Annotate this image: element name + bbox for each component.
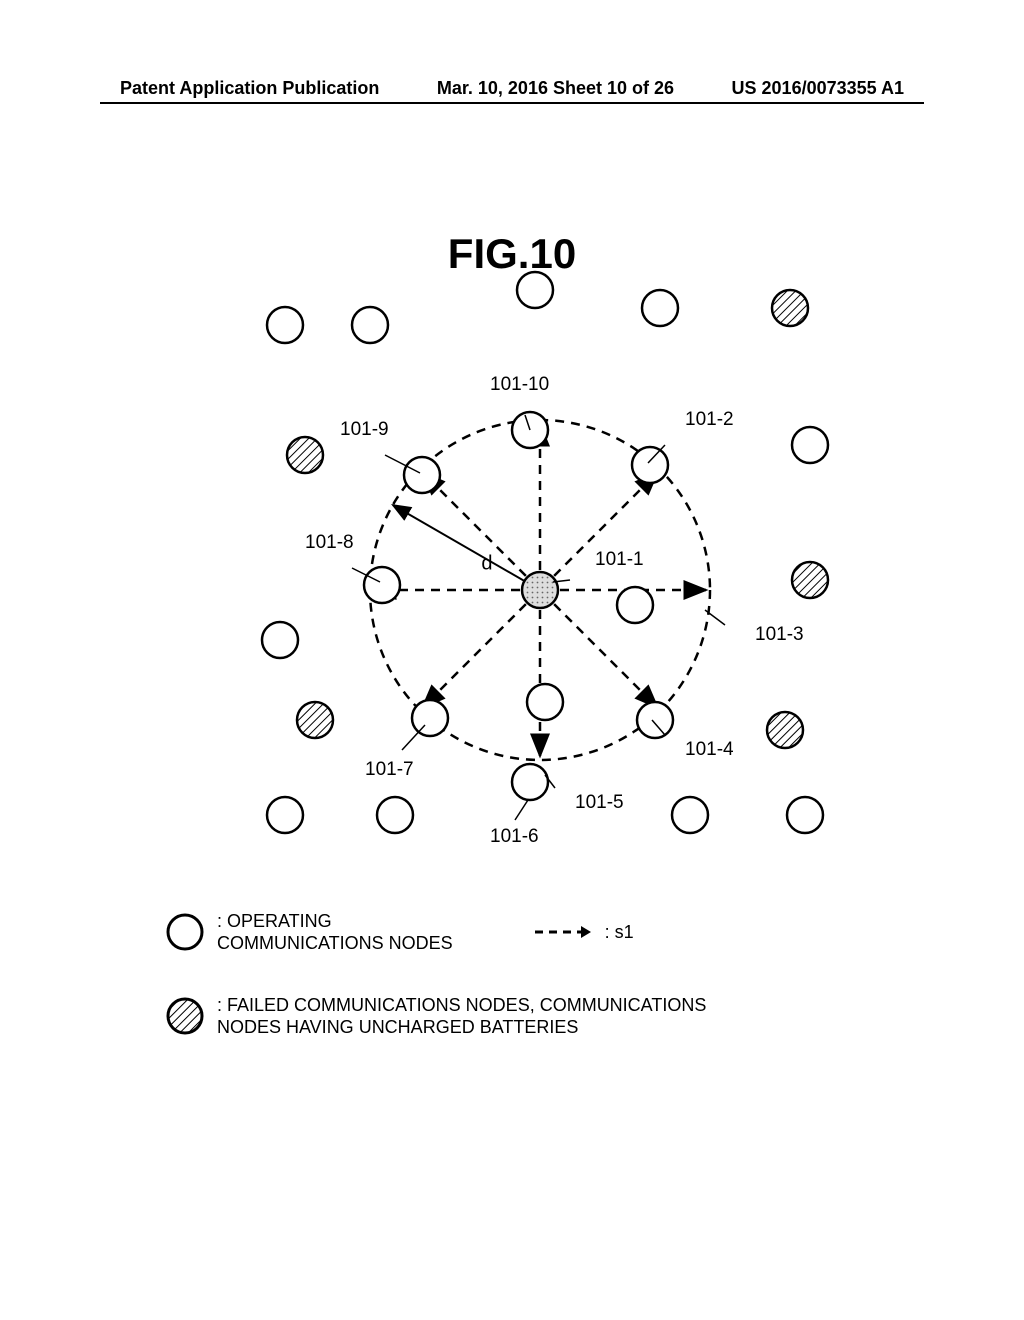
- operating-node: [262, 622, 298, 658]
- header-line: [100, 102, 924, 104]
- node-label: 101-7: [365, 759, 414, 780]
- page: Patent Application Publication Mar. 10, …: [0, 0, 1024, 1320]
- node-label: 101-2: [685, 409, 734, 430]
- legend-failed: : FAILED COMMUNICATIONS NODES, COMMUNICA…: [165, 994, 706, 1038]
- operating-node: [637, 702, 673, 738]
- operating-node: [267, 797, 303, 833]
- distance-label: d: [481, 553, 492, 575]
- node-label: 101-3: [755, 624, 804, 645]
- operating-node: [267, 307, 303, 343]
- radial-arrow: [423, 473, 526, 576]
- operating-node: [517, 272, 553, 308]
- radial-arrow: [423, 604, 526, 707]
- header: Patent Application Publication Mar. 10, …: [0, 78, 1024, 99]
- node-label: 101-1: [595, 549, 644, 570]
- operating-node: [672, 797, 708, 833]
- header-left: Patent Application Publication: [120, 78, 379, 99]
- node-label: 101-10: [490, 374, 549, 395]
- diagram-svg: d 101-10 101-2 101-1 101-3 101-4 101-5 101-6 101…: [130, 260, 870, 880]
- operating-node: [364, 567, 400, 603]
- node-label: 101-4: [685, 739, 734, 760]
- s1-arrow-icon: [533, 922, 593, 942]
- diagram: d 101-10 101-2 101-1 101-3 101-4 101-5 101-6 101…: [130, 260, 870, 880]
- operating-node: [792, 427, 828, 463]
- operating-node: [617, 587, 653, 623]
- node-label: 101-6: [490, 826, 539, 847]
- failed-node: [767, 712, 803, 748]
- legend-failed-label: : FAILED COMMUNICATIONS NODES, COMMUNICA…: [217, 994, 706, 1038]
- operating-node: [404, 457, 440, 493]
- failed-node: [772, 290, 808, 326]
- operating-node: [412, 700, 448, 736]
- center-node: [522, 572, 558, 608]
- operating-node: [527, 684, 563, 720]
- legend-s1-label: : s1: [605, 921, 634, 943]
- operating-node: [642, 290, 678, 326]
- failed-node: [792, 562, 828, 598]
- legend-operating-label: : OPERATING COMMUNICATIONS NODES: [217, 910, 453, 954]
- leader-line: [402, 725, 425, 750]
- node-label: 101-5: [575, 792, 624, 813]
- legend: : OPERATING COMMUNICATIONS NODES : s1 : …: [165, 910, 706, 1078]
- operating-node: [352, 307, 388, 343]
- node-label: 101-8: [305, 532, 354, 553]
- node-label: 101-9: [340, 419, 389, 440]
- legend-operating: : OPERATING COMMUNICATIONS NODES : s1: [165, 910, 706, 954]
- header-right: US 2016/0073355 A1: [732, 78, 904, 99]
- failed-node-icon: [165, 996, 205, 1036]
- operating-node-icon: [165, 912, 205, 952]
- operating-node: [512, 764, 548, 800]
- operating-node: [632, 447, 668, 483]
- failed-node: [287, 437, 323, 473]
- failed-node: [297, 702, 333, 738]
- header-center: Mar. 10, 2016 Sheet 10 of 26: [437, 78, 674, 99]
- operating-node: [787, 797, 823, 833]
- operating-node: [377, 797, 413, 833]
- leader-line: [515, 800, 528, 820]
